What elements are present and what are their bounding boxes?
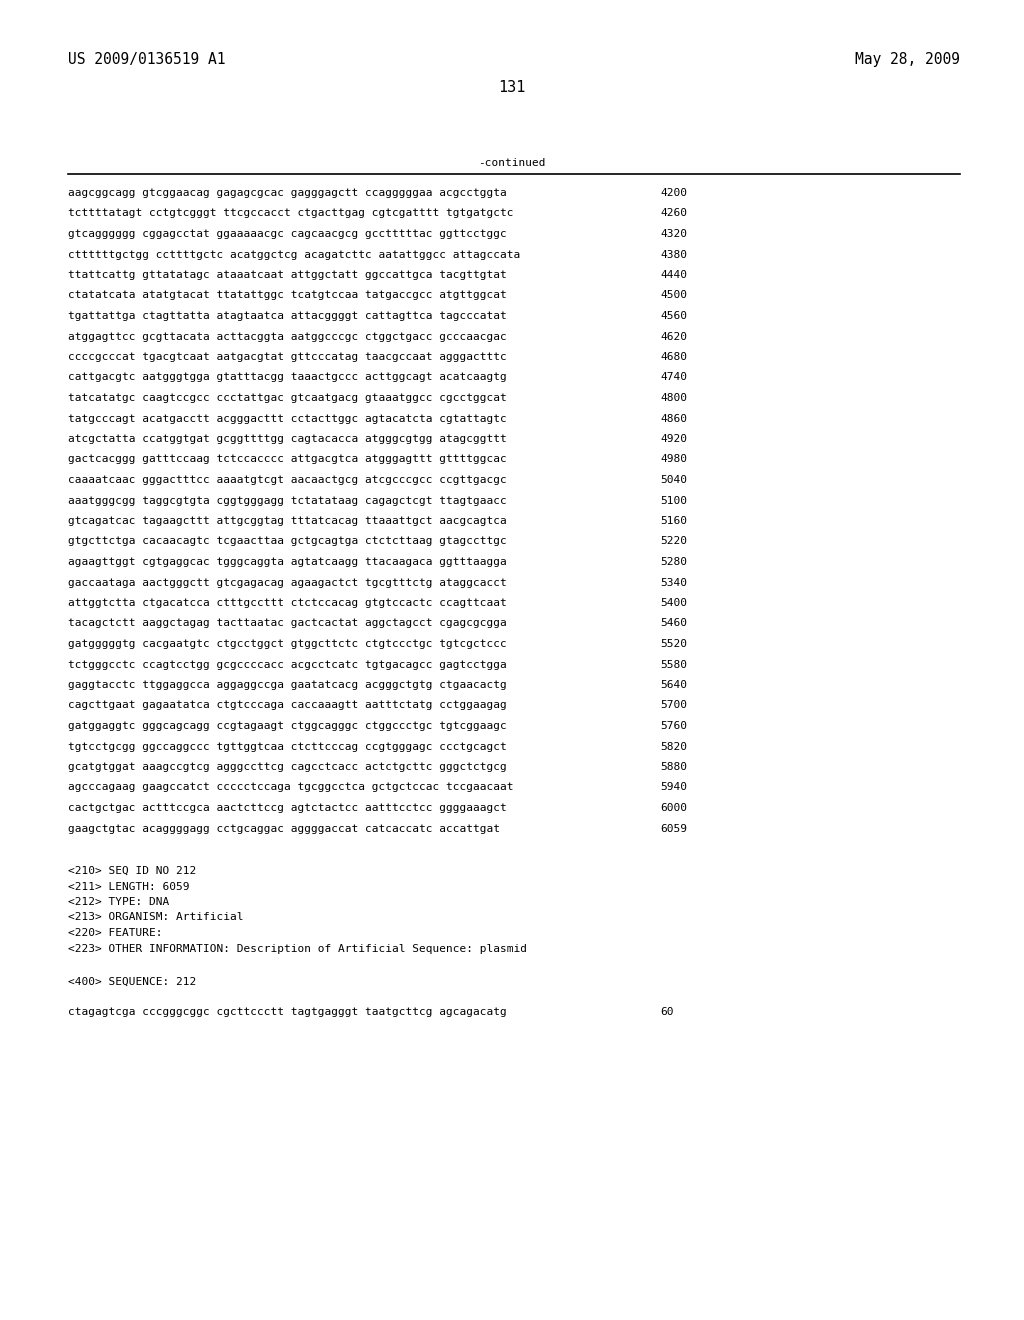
Text: 5760: 5760 bbox=[660, 721, 687, 731]
Text: 4920: 4920 bbox=[660, 434, 687, 444]
Text: 5940: 5940 bbox=[660, 783, 687, 792]
Text: 4860: 4860 bbox=[660, 413, 687, 424]
Text: <223> OTHER INFORMATION: Description of Artificial Sequence: plasmid: <223> OTHER INFORMATION: Description of … bbox=[68, 944, 527, 953]
Text: 5280: 5280 bbox=[660, 557, 687, 568]
Text: aagcggcagg gtcggaacag gagagcgcac gagggagctt ccagggggaa acgcctggta: aagcggcagg gtcggaacag gagagcgcac gagggag… bbox=[68, 187, 507, 198]
Text: gatgggggtg cacgaatgtc ctgcctggct gtggcttctc ctgtccctgc tgtcgctccc: gatgggggtg cacgaatgtc ctgcctggct gtggctt… bbox=[68, 639, 507, 649]
Text: 4500: 4500 bbox=[660, 290, 687, 301]
Text: 4380: 4380 bbox=[660, 249, 687, 260]
Text: tcttttatagt cctgtcgggt ttcgccacct ctgacttgag cgtcgatttt tgtgatgctc: tcttttatagt cctgtcgggt ttcgccacct ctgact… bbox=[68, 209, 513, 219]
Text: tgtcctgcgg ggccaggccc tgttggtcaa ctcttcccag ccgtgggagc ccctgcagct: tgtcctgcgg ggccaggccc tgttggtcaa ctcttcc… bbox=[68, 742, 507, 751]
Text: <211> LENGTH: 6059: <211> LENGTH: 6059 bbox=[68, 882, 189, 891]
Text: tacagctctt aaggctagag tacttaatac gactcactat aggctagcct cgagcgcgga: tacagctctt aaggctagag tacttaatac gactcac… bbox=[68, 619, 507, 628]
Text: 131: 131 bbox=[499, 81, 525, 95]
Text: <210> SEQ ID NO 212: <210> SEQ ID NO 212 bbox=[68, 866, 197, 876]
Text: 4200: 4200 bbox=[660, 187, 687, 198]
Text: cagcttgaat gagaatatca ctgtcccaga caccaaagtt aatttctatg cctggaagag: cagcttgaat gagaatatca ctgtcccaga caccaaa… bbox=[68, 701, 507, 710]
Text: agcccagaag gaagccatct ccccctccaga tgcggcctca gctgctccac tccgaacaat: agcccagaag gaagccatct ccccctccaga tgcggc… bbox=[68, 783, 513, 792]
Text: gaggtacctc ttggaggcca aggaggccga gaatatcacg acgggctgtg ctgaacactg: gaggtacctc ttggaggcca aggaggccga gaatatc… bbox=[68, 680, 507, 690]
Text: -continued: -continued bbox=[478, 158, 546, 168]
Text: cattgacgtc aatgggtgga gtatttacgg taaactgccc acttggcagt acatcaagtg: cattgacgtc aatgggtgga gtatttacgg taaactg… bbox=[68, 372, 507, 383]
Text: 4440: 4440 bbox=[660, 271, 687, 280]
Text: ctatatcata atatgtacat ttatattggc tcatgtccaa tatgaccgcc atgttggcat: ctatatcata atatgtacat ttatattggc tcatgtc… bbox=[68, 290, 507, 301]
Text: US 2009/0136519 A1: US 2009/0136519 A1 bbox=[68, 51, 225, 67]
Text: 5880: 5880 bbox=[660, 762, 687, 772]
Text: 4620: 4620 bbox=[660, 331, 687, 342]
Text: 6059: 6059 bbox=[660, 824, 687, 833]
Text: attggtctta ctgacatcca ctttgccttt ctctccacag gtgtccactc ccagttcaat: attggtctta ctgacatcca ctttgccttt ctctcca… bbox=[68, 598, 507, 609]
Text: 5340: 5340 bbox=[660, 578, 687, 587]
Text: gaagctgtac acaggggagg cctgcaggac aggggaccat catcaccatc accattgat: gaagctgtac acaggggagg cctgcaggac aggggac… bbox=[68, 824, 500, 833]
Text: 5400: 5400 bbox=[660, 598, 687, 609]
Text: tctgggcctc ccagtcctgg gcgccccacc acgcctcatc tgtgacagcc gagtcctgga: tctgggcctc ccagtcctgg gcgccccacc acgcctc… bbox=[68, 660, 507, 669]
Text: 5820: 5820 bbox=[660, 742, 687, 751]
Text: 5580: 5580 bbox=[660, 660, 687, 669]
Text: 6000: 6000 bbox=[660, 803, 687, 813]
Text: agaagttggt cgtgaggcac tgggcaggta agtatcaagg ttacaagaca ggtttaagga: agaagttggt cgtgaggcac tgggcaggta agtatca… bbox=[68, 557, 507, 568]
Text: 5700: 5700 bbox=[660, 701, 687, 710]
Text: tatcatatgc caagtccgcc ccctattgac gtcaatgacg gtaaatggcc cgcctggcat: tatcatatgc caagtccgcc ccctattgac gtcaatg… bbox=[68, 393, 507, 403]
Text: gatggaggtc gggcagcagg ccgtagaagt ctggcagggc ctggccctgc tgtcggaagc: gatggaggtc gggcagcagg ccgtagaagt ctggcag… bbox=[68, 721, 507, 731]
Text: gcatgtggat aaagccgtcg agggccttcg cagcctcacc actctgcttc gggctctgcg: gcatgtggat aaagccgtcg agggccttcg cagcctc… bbox=[68, 762, 507, 772]
Text: 4320: 4320 bbox=[660, 228, 687, 239]
Text: ctagagtcga cccgggcggc cgcttccctt tagtgagggt taatgcttcg agcagacatg: ctagagtcga cccgggcggc cgcttccctt tagtgag… bbox=[68, 1007, 507, 1016]
Text: atcgctatta ccatggtgat gcggttttgg cagtacacca atgggcgtgg atagcggttt: atcgctatta ccatggtgat gcggttttgg cagtaca… bbox=[68, 434, 507, 444]
Text: 5520: 5520 bbox=[660, 639, 687, 649]
Text: 5100: 5100 bbox=[660, 495, 687, 506]
Text: 60: 60 bbox=[660, 1007, 674, 1016]
Text: 4980: 4980 bbox=[660, 454, 687, 465]
Text: ttattcattg gttatatagc ataaatcaat attggctatt ggccattgca tacgttgtat: ttattcattg gttatatagc ataaatcaat attggct… bbox=[68, 271, 507, 280]
Text: cactgctgac actttccgca aactcttccg agtctactcc aatttcctcc ggggaaagct: cactgctgac actttccgca aactcttccg agtctac… bbox=[68, 803, 507, 813]
Text: 5460: 5460 bbox=[660, 619, 687, 628]
Text: cttttttgctgg ccttttgctc acatggctcg acagatcttc aatattggcc attagccata: cttttttgctgg ccttttgctc acatggctcg acaga… bbox=[68, 249, 520, 260]
Text: gtgcttctga cacaacagtc tcgaacttaa gctgcagtga ctctcttaag gtagccttgc: gtgcttctga cacaacagtc tcgaacttaa gctgcag… bbox=[68, 536, 507, 546]
Text: 5160: 5160 bbox=[660, 516, 687, 525]
Text: 4560: 4560 bbox=[660, 312, 687, 321]
Text: caaaatcaac gggactttcc aaaatgtcgt aacaactgcg atcgcccgcc ccgttgacgc: caaaatcaac gggactttcc aaaatgtcgt aacaact… bbox=[68, 475, 507, 484]
Text: gtcagatcac tagaagcttt attgcggtag tttatcacag ttaaattgct aacgcagtca: gtcagatcac tagaagcttt attgcggtag tttatca… bbox=[68, 516, 507, 525]
Text: 4740: 4740 bbox=[660, 372, 687, 383]
Text: <212> TYPE: DNA: <212> TYPE: DNA bbox=[68, 898, 169, 907]
Text: 4680: 4680 bbox=[660, 352, 687, 362]
Text: <220> FEATURE:: <220> FEATURE: bbox=[68, 928, 163, 939]
Text: tatgcccagt acatgacctt acgggacttt cctacttggc agtacatcta cgtattagtc: tatgcccagt acatgacctt acgggacttt cctactt… bbox=[68, 413, 507, 424]
Text: <213> ORGANISM: Artificial: <213> ORGANISM: Artificial bbox=[68, 912, 244, 923]
Text: atggagttcc gcgttacata acttacggta aatggcccgc ctggctgacc gcccaacgac: atggagttcc gcgttacata acttacggta aatggcc… bbox=[68, 331, 507, 342]
Text: 4260: 4260 bbox=[660, 209, 687, 219]
Text: May 28, 2009: May 28, 2009 bbox=[855, 51, 961, 67]
Text: aaatgggcgg taggcgtgta cggtgggagg tctatataag cagagctcgt ttagtgaacc: aaatgggcgg taggcgtgta cggtgggagg tctatat… bbox=[68, 495, 507, 506]
Text: ccccgcccat tgacgtcaat aatgacgtat gttcccatag taacgccaat agggactttc: ccccgcccat tgacgtcaat aatgacgtat gttccca… bbox=[68, 352, 507, 362]
Text: 5040: 5040 bbox=[660, 475, 687, 484]
Text: 5220: 5220 bbox=[660, 536, 687, 546]
Text: 4800: 4800 bbox=[660, 393, 687, 403]
Text: tgattattga ctagttatta atagtaatca attacggggt cattagttca tagcccatat: tgattattga ctagttatta atagtaatca attacgg… bbox=[68, 312, 507, 321]
Text: gactcacggg gatttccaag tctccacccc attgacgtca atgggagttt gttttggcac: gactcacggg gatttccaag tctccacccc attgacg… bbox=[68, 454, 507, 465]
Text: gtcagggggg cggagcctat ggaaaaacgc cagcaacgcg gcctttttac ggttcctggc: gtcagggggg cggagcctat ggaaaaacgc cagcaac… bbox=[68, 228, 507, 239]
Text: <400> SEQUENCE: 212: <400> SEQUENCE: 212 bbox=[68, 977, 197, 987]
Text: gaccaataga aactgggctt gtcgagacag agaagactct tgcgtttctg ataggcacct: gaccaataga aactgggctt gtcgagacag agaagac… bbox=[68, 578, 507, 587]
Text: 5640: 5640 bbox=[660, 680, 687, 690]
